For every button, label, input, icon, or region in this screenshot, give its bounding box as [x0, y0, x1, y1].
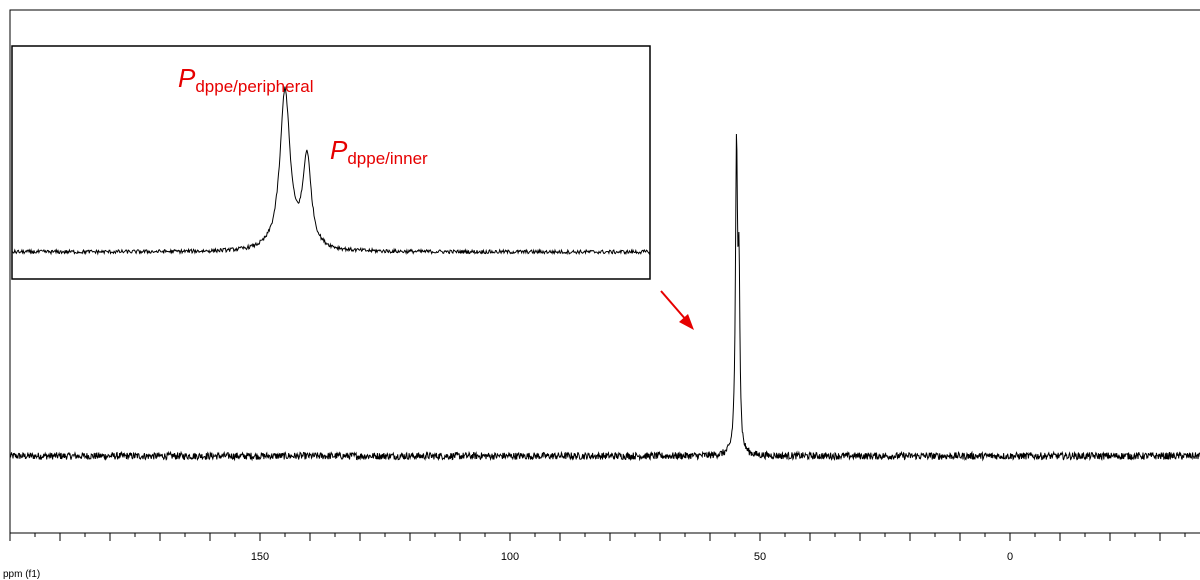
peak-label-inner: Pdppe/inner: [330, 135, 428, 168]
spectrum-trace: [9, 133, 1200, 462]
red-arrow-icon: [660, 290, 694, 330]
x-tick-label: 0: [1007, 551, 1013, 563]
x-axis: 150 100 50 0: [9, 533, 1186, 563]
peak-label-peripheral: Pdppe/peripheral: [178, 63, 314, 96]
x-axis-label: ppm (f1): [3, 569, 40, 580]
inset-panel: Pdppe/peripheral Pdppe/inner: [11, 45, 651, 280]
inset-spectrum-trace: [11, 86, 651, 256]
inset-frame: [11, 45, 651, 280]
x-tick-label: 150: [251, 551, 269, 563]
x-tick-label: 50: [754, 551, 766, 563]
x-tick-label: 100: [501, 551, 519, 563]
